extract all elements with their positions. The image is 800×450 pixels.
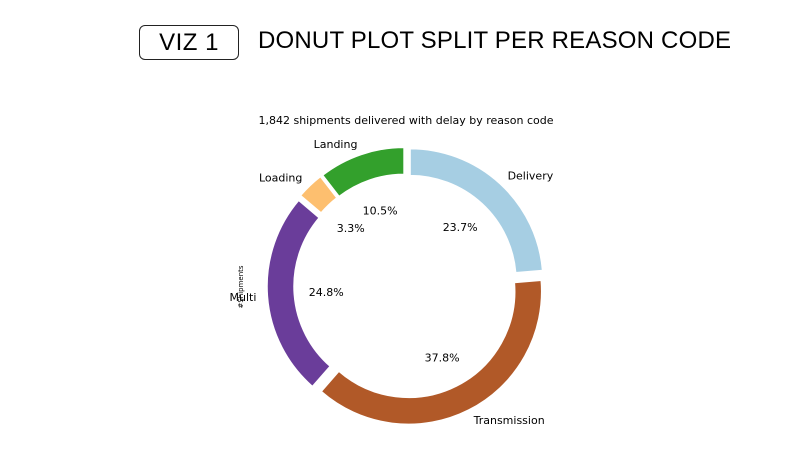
slice-label-multi: Multi [230,291,257,304]
slice-pct-landing: 10.5% [363,204,398,217]
slice-landing [321,146,405,198]
slice-delivery [409,147,544,274]
slice-pct-delivery: 23.7% [443,221,478,234]
slice-pct-transmission: 37.8% [425,351,460,364]
slice-loading [299,175,338,215]
slice-multi [266,199,332,388]
slice-label-delivery: Delivery [508,170,554,183]
donut-slices [266,146,544,426]
slice-pct-multi: 24.8% [309,286,344,299]
donut-labels: Delivery 23.7% Transmission 37.8% Multi 24.8%… [230,138,554,427]
y-axis-label: #Shipments [237,265,245,308]
slice-label-transmission: Transmission [473,414,545,427]
page-title: DONUT PLOT SPLIT PER REASON CODE [258,27,732,54]
slice-label-landing: Landing [314,138,358,151]
chart-title: 1,842 shipments delivered with delay by … [258,114,553,127]
slice-pct-loading: 3.3% [337,222,365,235]
slice-label-loading: Loading [259,172,302,185]
viz-badge: VIZ 1 [139,25,239,60]
slice-transmission [320,279,543,426]
